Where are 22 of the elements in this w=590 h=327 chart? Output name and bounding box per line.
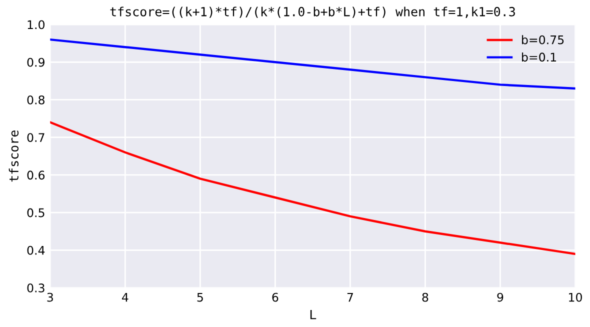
line-series: [50, 121, 576, 256]
y-tick-label: 0.3: [27, 283, 44, 292]
x-tick-label: 5: [197, 292, 203, 302]
y-tick-label: 0.7: [27, 133, 44, 142]
y-tick-label: 1.0: [28, 20, 45, 30]
y-tick-label: 0.5: [27, 208, 44, 218]
x-tick-label: 4: [122, 292, 128, 302]
x-axis-title: L: [310, 310, 316, 320]
x-tick-label: 8: [422, 292, 428, 302]
y-tick-label: 0.8: [27, 95, 44, 104]
x-tick-label: 6: [272, 292, 278, 302]
x-tick-label: 3: [47, 292, 53, 302]
y-tick-label: 0.4: [27, 246, 45, 255]
x-tick-label: 10: [569, 292, 582, 302]
legend-label: b=0.1: [522, 52, 556, 62]
x-tick-label: 7: [347, 292, 353, 302]
legend-label: b=0.75: [522, 35, 564, 44]
x-tick-label: 9: [497, 292, 504, 302]
y-axis-title: tfscore: [8, 130, 19, 182]
y-tick-label: 0.6: [27, 170, 45, 180]
chart-title: tfscore=((k+1)*tf)/(k*(1.0-b+b*L)+tf) when tf=1,k1=0.3: [110, 6, 515, 18]
y-tick-label: 0.9: [27, 58, 44, 67]
